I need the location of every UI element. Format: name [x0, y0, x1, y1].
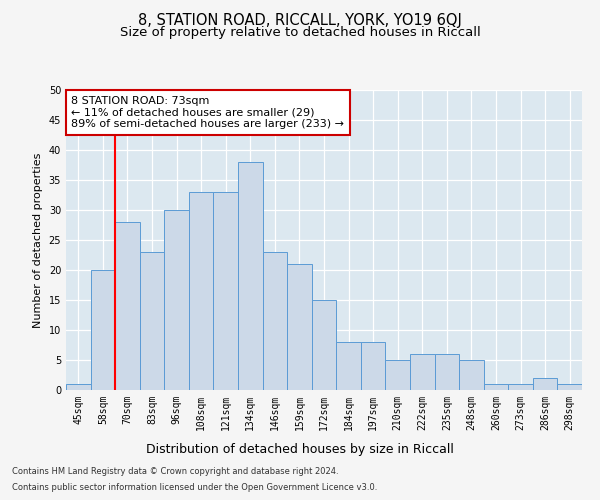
- Bar: [312, 300, 336, 390]
- Bar: [189, 192, 214, 390]
- Bar: [484, 384, 508, 390]
- Bar: [557, 384, 582, 390]
- Bar: [214, 192, 238, 390]
- Bar: [336, 342, 361, 390]
- Bar: [410, 354, 434, 390]
- Bar: [508, 384, 533, 390]
- Y-axis label: Number of detached properties: Number of detached properties: [33, 152, 43, 328]
- Bar: [434, 354, 459, 390]
- Text: Contains HM Land Registry data © Crown copyright and database right 2024.: Contains HM Land Registry data © Crown c…: [12, 467, 338, 476]
- Bar: [115, 222, 140, 390]
- Text: Distribution of detached houses by size in Riccall: Distribution of detached houses by size …: [146, 442, 454, 456]
- Bar: [459, 360, 484, 390]
- Bar: [66, 384, 91, 390]
- Text: Size of property relative to detached houses in Riccall: Size of property relative to detached ho…: [119, 26, 481, 39]
- Bar: [140, 252, 164, 390]
- Bar: [91, 270, 115, 390]
- Bar: [263, 252, 287, 390]
- Bar: [533, 378, 557, 390]
- Bar: [164, 210, 189, 390]
- Bar: [385, 360, 410, 390]
- Bar: [238, 162, 263, 390]
- Bar: [287, 264, 312, 390]
- Text: 8 STATION ROAD: 73sqm
← 11% of detached houses are smaller (29)
89% of semi-deta: 8 STATION ROAD: 73sqm ← 11% of detached …: [71, 96, 344, 129]
- Text: 8, STATION ROAD, RICCALL, YORK, YO19 6QJ: 8, STATION ROAD, RICCALL, YORK, YO19 6QJ: [138, 12, 462, 28]
- Bar: [361, 342, 385, 390]
- Text: Contains public sector information licensed under the Open Government Licence v3: Contains public sector information licen…: [12, 483, 377, 492]
